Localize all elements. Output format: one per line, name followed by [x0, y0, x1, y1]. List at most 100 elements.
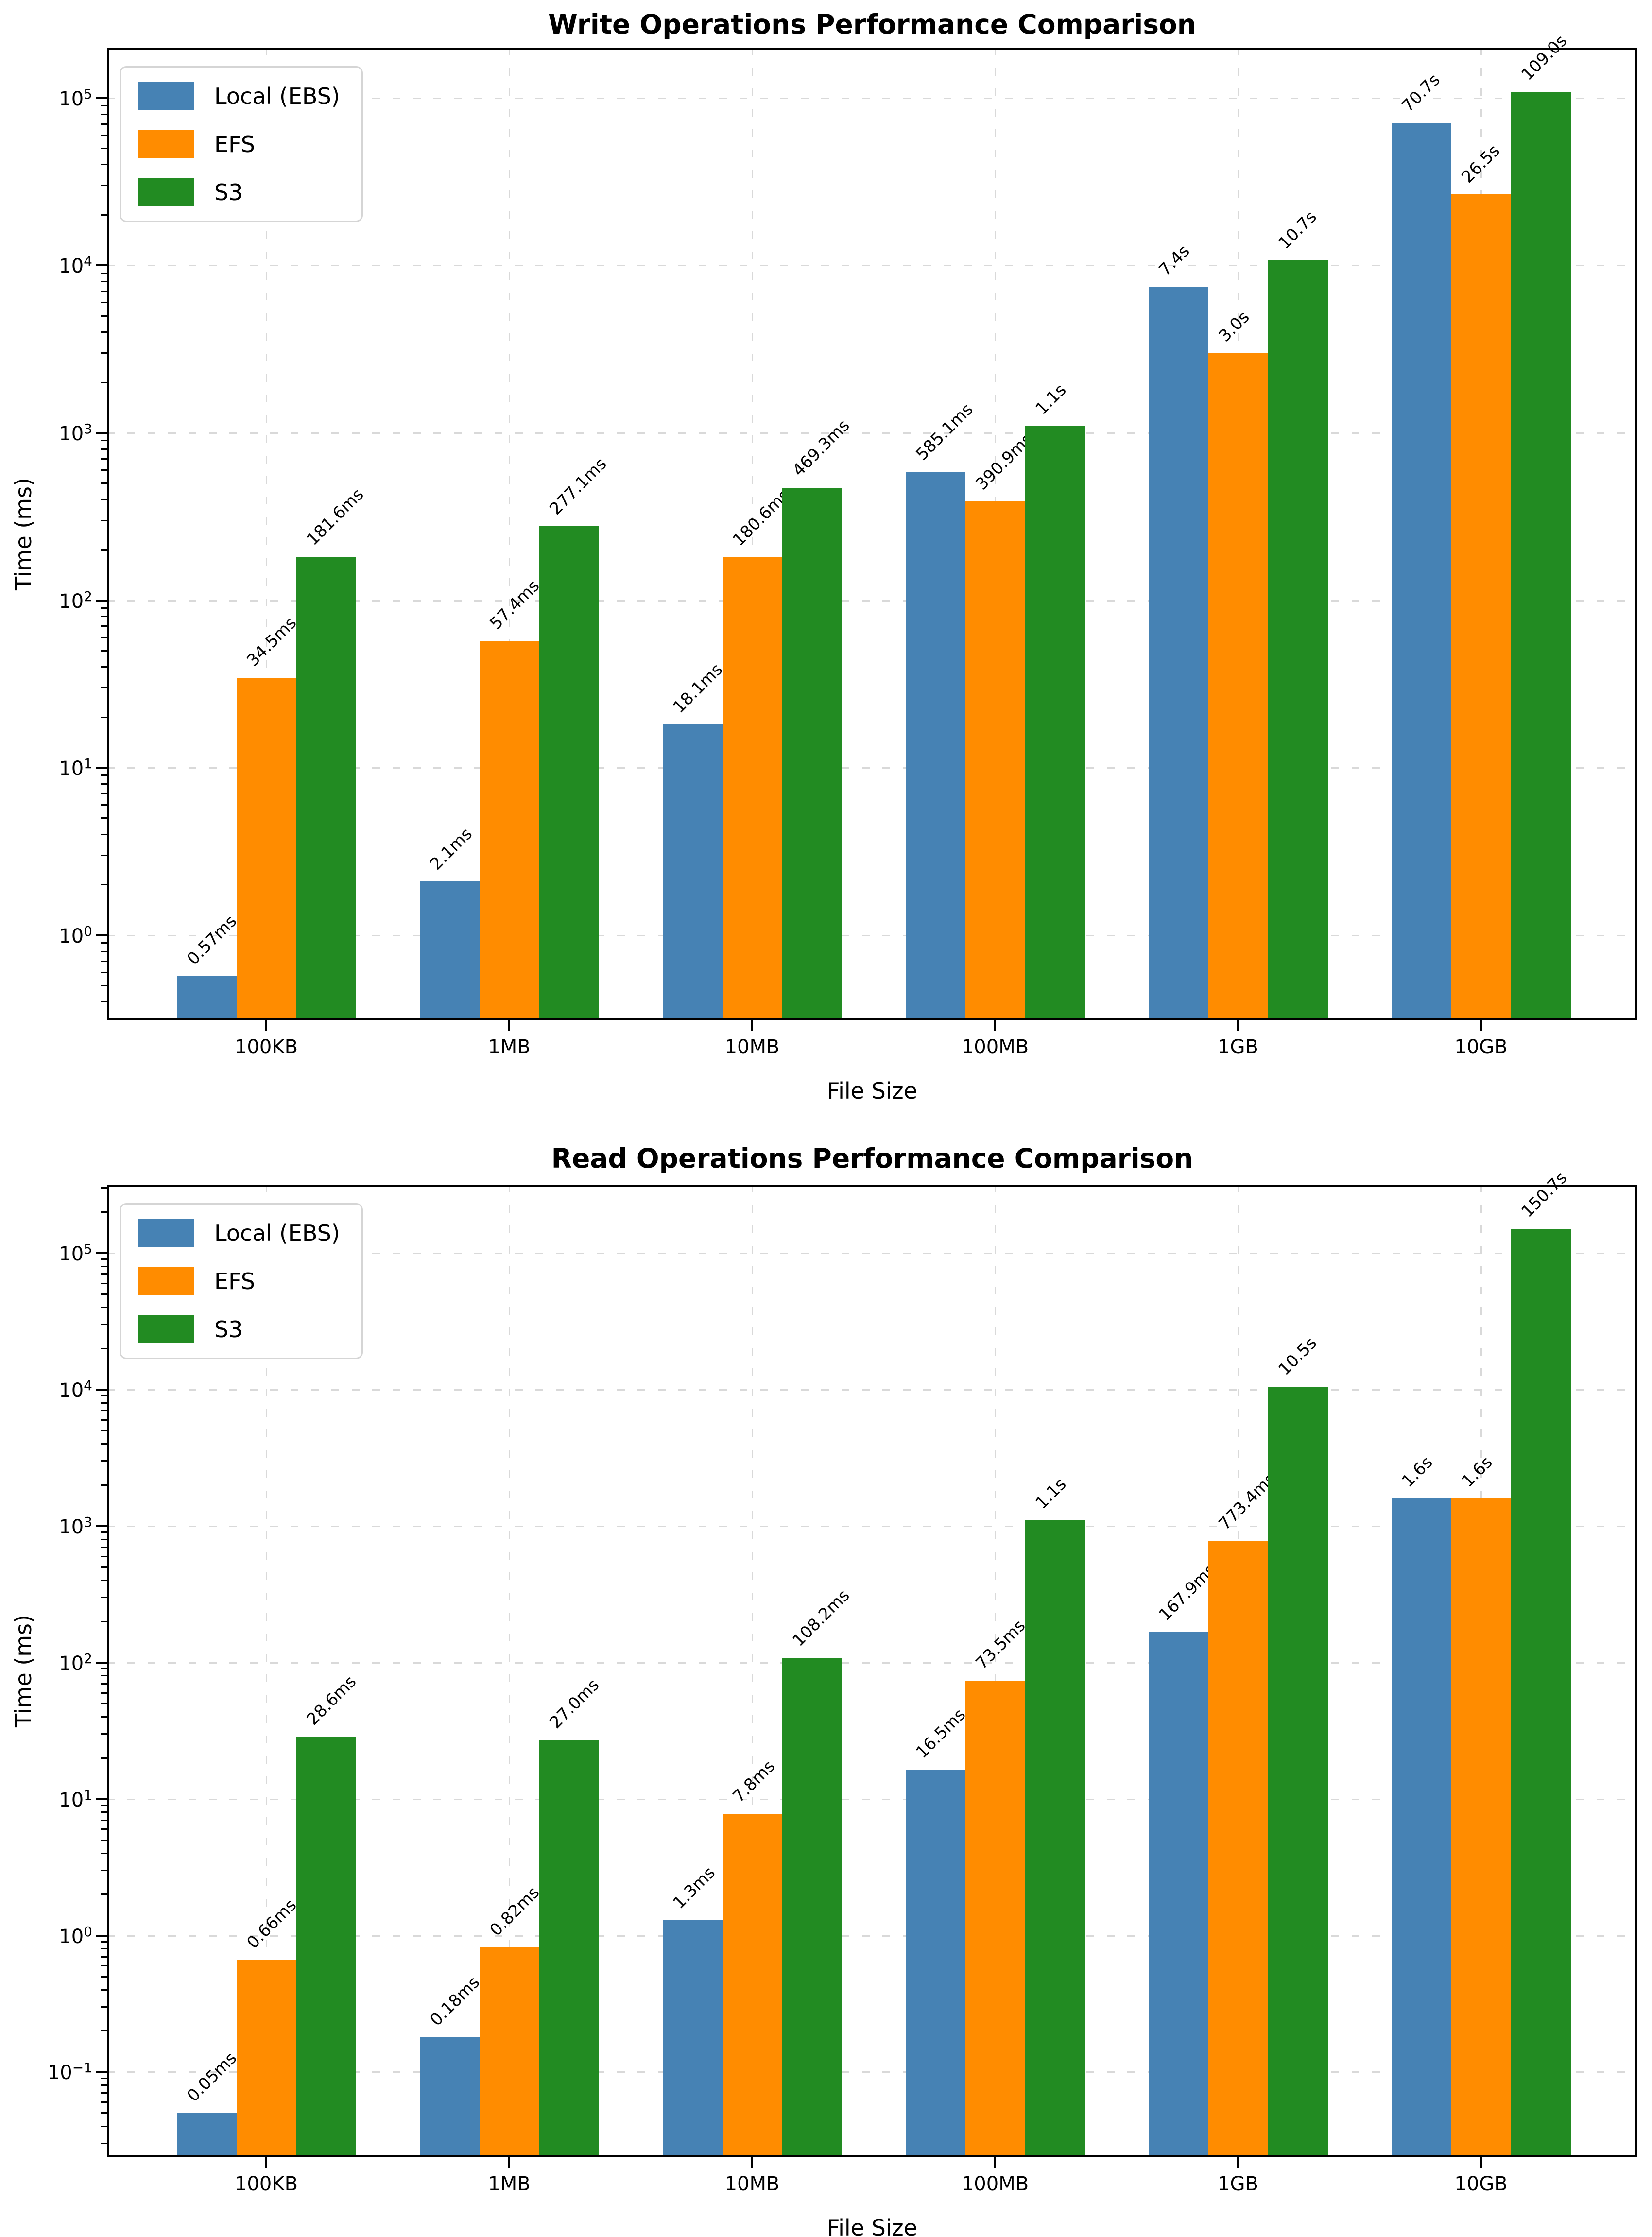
- bar-s3-1gb: [1268, 260, 1328, 1020]
- y-minor-tick: [101, 1948, 107, 1950]
- y-minor-tick: [101, 1282, 107, 1284]
- legend-swatch-icon: [138, 1219, 194, 1247]
- y-major-tick: [96, 431, 107, 434]
- y-minor-tick: [101, 1443, 107, 1445]
- legend-swatch-icon: [138, 130, 194, 158]
- x-tick-label: 1MB: [488, 2173, 531, 2195]
- legend: Local (EBS) EFS S3: [120, 66, 363, 222]
- bar-s3-1gb: [1268, 1387, 1328, 2157]
- bar-local-ebs-1gb: [1148, 1632, 1208, 2157]
- x-major-tick: [265, 1020, 267, 1031]
- gridline-h: [107, 1935, 1637, 1937]
- gridline-h: [107, 265, 1637, 267]
- y-minor-tick: [101, 1893, 107, 1895]
- y-minor-tick: [101, 971, 107, 973]
- y-minor-tick: [101, 774, 107, 776]
- legend-entry: EFS: [138, 130, 340, 158]
- y-minor-tick: [101, 519, 107, 521]
- y-minor-tick: [101, 105, 107, 106]
- x-tick-label: 100MB: [961, 2173, 1029, 2195]
- y-minor-tick: [101, 2092, 107, 2094]
- y-major-tick: [96, 767, 107, 769]
- y-minor-tick: [101, 1683, 107, 1685]
- y-minor-tick: [101, 716, 107, 718]
- y-minor-tick: [101, 1293, 107, 1295]
- y-major-tick: [96, 2071, 107, 2073]
- y-minor-tick: [101, 666, 107, 668]
- x-tick-label: 10GB: [1454, 1036, 1508, 1058]
- y-minor-tick: [101, 1324, 107, 1325]
- legend-entry: Local (EBS): [138, 82, 340, 110]
- gridline-h: [107, 432, 1637, 434]
- y-minor-tick: [101, 1402, 107, 1404]
- gridline-h: [107, 97, 1637, 99]
- y-major-tick: [96, 1934, 107, 1937]
- x-tick-label: 1MB: [488, 1036, 531, 1058]
- y-tick-label: 103: [59, 420, 92, 446]
- y-minor-tick: [101, 817, 107, 819]
- y-minor-tick: [101, 1839, 107, 1841]
- bar-local-ebs-10gb: [1391, 1498, 1451, 2157]
- y-minor-tick: [101, 458, 107, 460]
- y-minor-tick: [101, 440, 107, 442]
- plot-area: [107, 48, 1637, 1020]
- y-minor-tick: [101, 1273, 107, 1275]
- legend-label: EFS: [214, 131, 255, 157]
- y-minor-tick: [101, 2101, 107, 2103]
- y-minor-tick: [101, 123, 107, 125]
- legend-entry: EFS: [138, 1267, 340, 1295]
- x-tick-label: 100MB: [961, 1036, 1029, 1058]
- y-minor-tick: [101, 2125, 107, 2127]
- y-minor-tick: [101, 1395, 107, 1397]
- bar-efs-10gb: [1451, 194, 1511, 1020]
- bar-s3-100mb: [1025, 426, 1085, 1020]
- gridline-h: [107, 1389, 1637, 1391]
- y-major-tick: [96, 1252, 107, 1255]
- gridline-v: [995, 1185, 996, 2157]
- y-minor-tick: [101, 549, 107, 551]
- legend-swatch-icon: [138, 1267, 194, 1295]
- y-minor-tick: [101, 2084, 107, 2086]
- y-minor-tick: [101, 469, 107, 471]
- bar-efs-100mb: [965, 1681, 1025, 2157]
- legend: Local (EBS) EFS S3: [120, 1203, 363, 1359]
- x-tick-label: 1GB: [1218, 2173, 1258, 2195]
- gridline-v: [266, 48, 267, 1020]
- bar-s3-100mb: [1025, 1520, 1085, 2157]
- y-minor-tick: [101, 1804, 107, 1806]
- y-minor-tick: [101, 687, 107, 689]
- gridline-v: [509, 48, 510, 1020]
- legend-label: EFS: [214, 1268, 255, 1294]
- y-minor-tick: [101, 1692, 107, 1694]
- y-minor-tick: [101, 482, 107, 484]
- y-minor-tick: [101, 1419, 107, 1421]
- y-minor-tick: [101, 352, 107, 354]
- y-major-tick: [96, 1661, 107, 1664]
- y-tick-label: 102: [59, 1650, 92, 1675]
- x-tick-label: 100KB: [234, 1036, 298, 1058]
- bar-efs-100kb: [236, 677, 296, 1020]
- bar-s3-10gb: [1511, 1229, 1571, 2157]
- bar-local-ebs-1mb: [419, 881, 480, 1020]
- bar-s3-1mb: [539, 526, 599, 1020]
- y-minor-tick: [101, 1620, 107, 1622]
- bar-local-ebs-100kb: [176, 2113, 237, 2157]
- bar-local-ebs-10mb: [662, 724, 723, 1020]
- gridline-h: [107, 934, 1637, 936]
- y-minor-tick: [101, 381, 107, 383]
- y-minor-tick: [101, 650, 107, 652]
- x-major-tick: [1480, 2157, 1482, 2168]
- y-minor-tick: [101, 1347, 107, 1349]
- y-minor-tick: [101, 1001, 107, 1003]
- legend-entry: Local (EBS): [138, 1219, 340, 1247]
- y-minor-tick: [101, 1531, 107, 1533]
- y-axis-label: Time (ms): [10, 1615, 36, 1727]
- y-minor-tick: [101, 1597, 107, 1599]
- x-major-tick: [265, 2157, 267, 2168]
- x-major-tick: [751, 2157, 753, 2168]
- y-major-tick: [96, 1798, 107, 1800]
- y-minor-tick: [101, 960, 107, 962]
- y-minor-tick: [101, 1675, 107, 1677]
- y-major-tick: [96, 97, 107, 99]
